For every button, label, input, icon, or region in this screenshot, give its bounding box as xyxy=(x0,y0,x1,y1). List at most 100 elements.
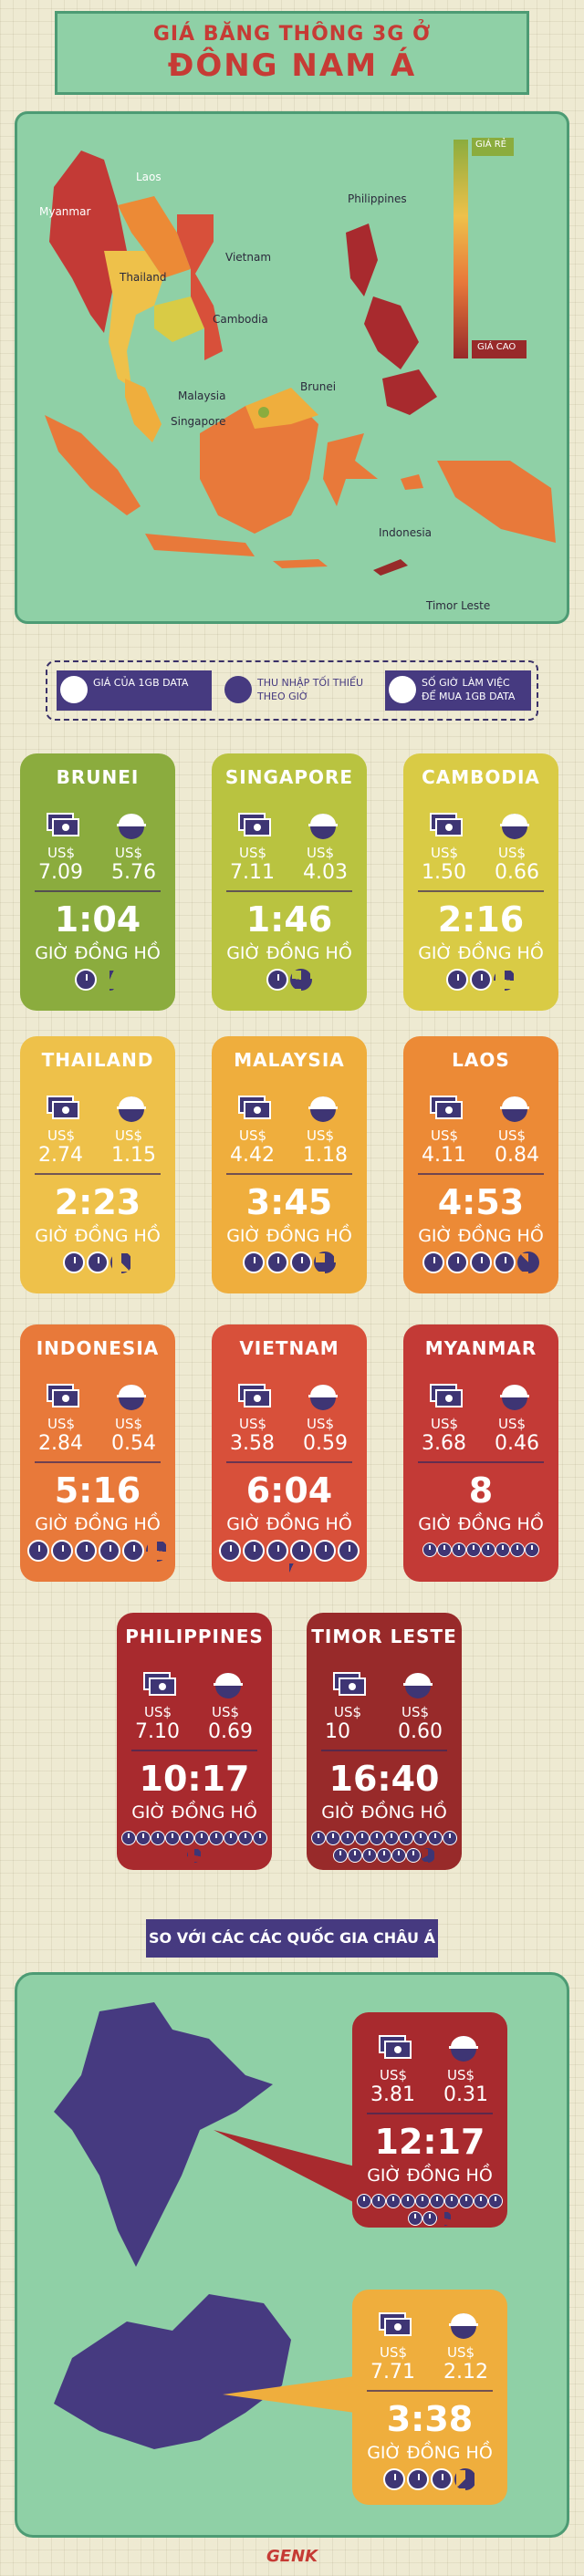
partial-clock-icon xyxy=(187,1847,202,1863)
country-card: INDONESIA US$ US$ 2.84 0.54 5:16 GIỜ ĐỒNG HỒ xyxy=(20,1324,175,1582)
clock-icon xyxy=(389,676,416,703)
clock-icon xyxy=(219,1540,241,1562)
money-icon xyxy=(237,808,274,841)
card-divider xyxy=(418,1173,544,1175)
hours-value: 1:46 xyxy=(245,899,333,940)
clock-icon xyxy=(399,1830,413,1845)
clock-icon xyxy=(495,1542,510,1557)
clock-icon xyxy=(51,1540,73,1562)
clock-icon xyxy=(437,1542,452,1557)
clock-icon xyxy=(443,1830,457,1845)
clock-icon xyxy=(428,1830,443,1845)
clock-row xyxy=(212,1540,367,1582)
clock-row xyxy=(307,1828,462,1863)
hours-value: 10:17 xyxy=(139,1759,250,1799)
price-currency: US$ xyxy=(239,1127,267,1144)
card-divider xyxy=(226,890,352,892)
clock-icon xyxy=(444,2193,459,2208)
map-label-cambodia: Cambodia xyxy=(213,313,268,326)
clock-icon xyxy=(194,1830,209,1845)
income-currency: US$ xyxy=(447,2344,475,2361)
clock-icon xyxy=(525,1542,539,1557)
worker-helmet-icon xyxy=(113,1091,150,1124)
hours-value: 5:16 xyxy=(54,1470,141,1511)
partial-clock-icon xyxy=(517,1252,539,1273)
clock-icon xyxy=(391,1847,406,1863)
clock-row xyxy=(212,969,367,991)
clock-icon xyxy=(422,1252,444,1273)
clock-icon xyxy=(384,1830,399,1845)
country-name: CAMBODIA xyxy=(422,766,540,788)
clock-icon xyxy=(63,1252,85,1273)
clock-icon xyxy=(481,1542,495,1557)
money-icon xyxy=(378,2031,414,2063)
clock-icon xyxy=(253,1830,267,1845)
clock-icon xyxy=(371,2193,386,2208)
hours-value: 3:45 xyxy=(245,1182,333,1222)
income-value: 1.18 xyxy=(303,1144,348,1167)
clock-label: GIỜ ĐỒNG HỒ xyxy=(418,1514,544,1534)
income-value: 0.66 xyxy=(495,861,539,884)
price-currency: US$ xyxy=(239,1416,267,1432)
hours-value: 4:53 xyxy=(437,1182,525,1222)
worker-helmet-icon xyxy=(305,1379,341,1412)
income-currency: US$ xyxy=(115,845,143,861)
clock-row xyxy=(352,2468,507,2490)
money-icon xyxy=(142,1667,179,1700)
country-name: BRUNEI xyxy=(56,766,140,788)
money-icon xyxy=(429,808,465,841)
clock-icon xyxy=(355,1830,370,1845)
money-icon xyxy=(332,1667,369,1700)
price-currency: US$ xyxy=(380,2344,408,2361)
clock-icon xyxy=(121,1830,136,1845)
clock-icon xyxy=(377,1847,391,1863)
clock-icon xyxy=(383,2468,405,2490)
price-currency: US$ xyxy=(47,1127,76,1144)
hours-value: 2:16 xyxy=(437,899,525,940)
clock-label: GIỜ ĐỒNG HỒ xyxy=(321,1802,447,1823)
partial-clock-icon xyxy=(421,1847,435,1863)
income-currency: US$ xyxy=(498,845,527,861)
legend-price: GIÁ CỦA 1GB DATA xyxy=(57,670,212,711)
clock-icon xyxy=(243,1540,265,1562)
partial-clock-icon xyxy=(110,1252,132,1273)
income-value: 0.84 xyxy=(495,1144,539,1167)
partial-clock-icon xyxy=(454,2468,476,2490)
price-currency: US$ xyxy=(47,845,76,861)
income-value: 0.46 xyxy=(495,1432,539,1455)
scale-label-cheap: GIÁ RẺ xyxy=(475,140,506,150)
clock-row xyxy=(20,1540,175,1562)
worker-helmet-icon xyxy=(496,1091,533,1124)
clock-icon xyxy=(151,1830,165,1845)
clock-icon xyxy=(27,1540,49,1562)
clock-icon xyxy=(180,1830,194,1845)
clock-icon xyxy=(238,1830,253,1845)
income-currency: US$ xyxy=(307,1127,335,1144)
worker-helmet-icon xyxy=(445,2308,482,2341)
clock-icon xyxy=(165,1830,180,1845)
card-divider xyxy=(418,1461,544,1463)
clock-label: GIỜ ĐỒNG HỒ xyxy=(226,1226,352,1246)
price-currency: US$ xyxy=(239,845,267,861)
price-scale-bar xyxy=(454,140,468,358)
worker-helmet-icon xyxy=(400,1667,436,1700)
hours-value: 16:40 xyxy=(328,1759,440,1799)
income-value: 1.15 xyxy=(111,1144,156,1167)
country-card: LAOS US$ US$ 4.11 0.84 4:53 GIỜ ĐỒNG HỒ xyxy=(403,1036,558,1293)
card-divider xyxy=(35,1461,161,1463)
hours-value: 12:17 xyxy=(374,2122,485,2162)
price-value: 7.71 xyxy=(370,2361,415,2384)
worker-helmet-icon xyxy=(113,1379,150,1412)
hours-value: 6:04 xyxy=(245,1470,333,1511)
country-card: US$ US$ 7.71 2.12 3:38 GIỜ ĐỒNG HỒ xyxy=(352,2290,507,2505)
clock-row xyxy=(403,1540,558,1557)
clock-icon xyxy=(333,1847,348,1863)
clock-icon xyxy=(348,1847,362,1863)
clock-icon xyxy=(99,1540,120,1562)
clock-row xyxy=(20,1252,175,1273)
income-currency: US$ xyxy=(498,1416,527,1432)
map-label-myanmar: Myanmar xyxy=(39,205,91,218)
clock-icon xyxy=(314,1540,336,1562)
price-value: 4.11 xyxy=(422,1144,466,1167)
partial-clock-icon xyxy=(437,2210,452,2226)
